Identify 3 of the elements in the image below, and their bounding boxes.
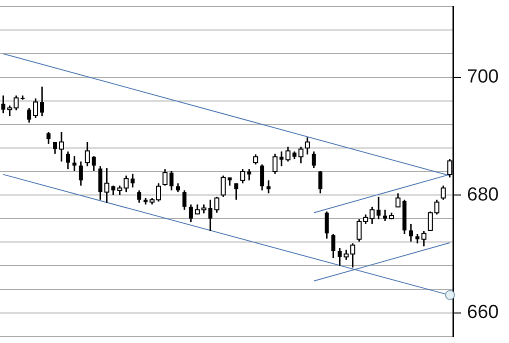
y-tick-label: 700 xyxy=(467,66,499,88)
y-tick-label: 660 xyxy=(467,302,499,324)
y-tick-label: 680 xyxy=(467,184,499,206)
